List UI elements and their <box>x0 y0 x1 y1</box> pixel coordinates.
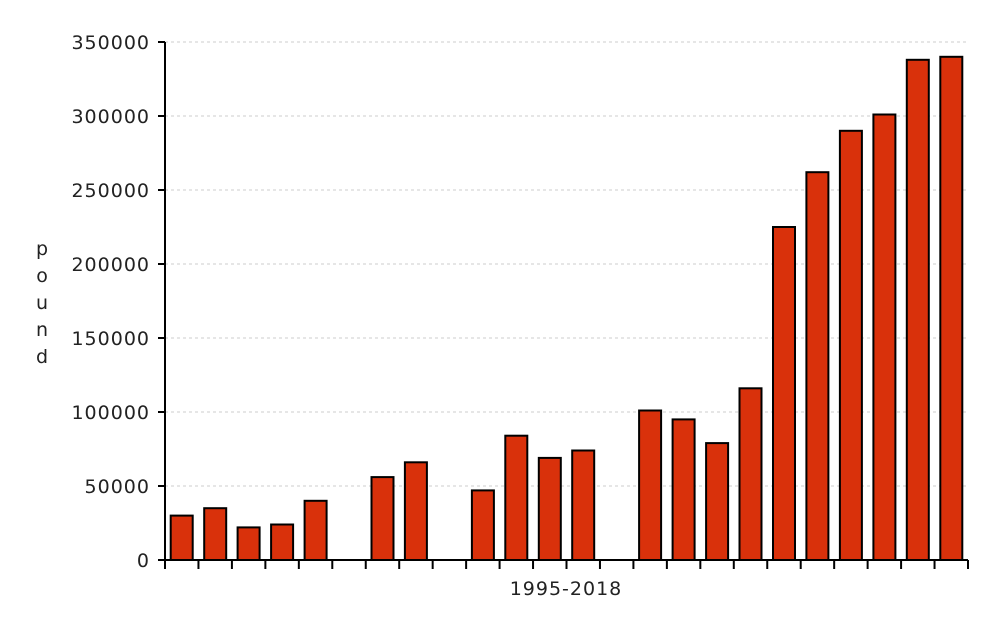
y-tick-label: 50000 <box>85 476 150 498</box>
y-tick-label: 150000 <box>71 328 150 350</box>
y-tick-label: 350000 <box>71 32 150 54</box>
bar <box>370 476 395 562</box>
y-axis-ticks: 0 50000 100000 150000 200000 250000 300000 3500… <box>71 32 165 572</box>
bar <box>805 171 830 561</box>
x-axis-label: 1995-2018 <box>510 578 623 600</box>
y-tick-label: 200000 <box>71 254 150 276</box>
x-axis-ticks <box>164 560 969 569</box>
bar <box>638 409 663 561</box>
bar <box>838 129 863 562</box>
bar <box>705 442 730 562</box>
y-axis-label-char: o <box>36 265 48 287</box>
bar <box>236 526 261 562</box>
bar <box>571 449 596 561</box>
bar <box>504 434 529 562</box>
y-axis-label-char: u <box>36 292 48 314</box>
bar <box>270 523 295 561</box>
y-tick-label: 250000 <box>71 180 150 202</box>
bar <box>738 387 763 561</box>
bar <box>470 489 495 561</box>
y-tick-label: 0 <box>137 550 150 572</box>
bars <box>169 55 964 562</box>
bar <box>203 507 228 562</box>
bar <box>872 113 897 561</box>
bar <box>303 499 328 561</box>
bar <box>905 58 930 562</box>
bar <box>537 456 562 561</box>
bar <box>169 514 194 561</box>
grid-lines <box>165 41 968 487</box>
y-tick-label: 300000 <box>71 106 150 128</box>
bar <box>671 418 696 561</box>
bar <box>772 226 796 561</box>
bar <box>403 461 428 561</box>
bar <box>939 55 964 562</box>
y-axis-label-char: p <box>36 238 48 260</box>
y-axis-label-char: d <box>36 346 48 368</box>
y-tick-label: 100000 <box>71 402 150 424</box>
y-axis-label-char: n <box>36 319 48 341</box>
